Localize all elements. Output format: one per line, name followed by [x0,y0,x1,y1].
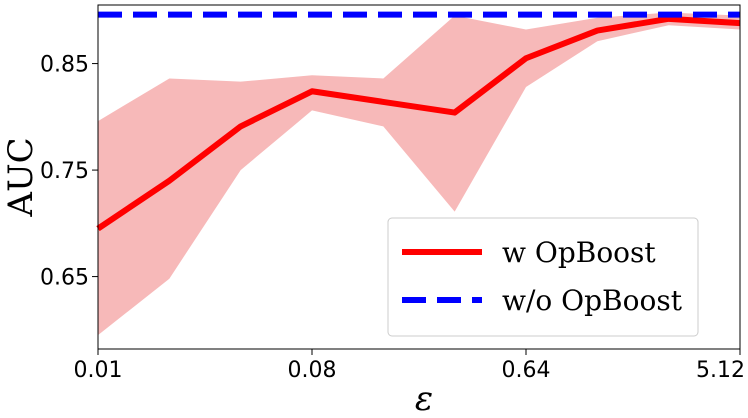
legend-label-w-opboost: w OpBoost [502,236,656,269]
legend-label-wo-opboost: w/o OpBoost [502,284,683,317]
legend: w OpBoost w/o OpBoost [387,217,699,337]
x-tick-label: 0.01 [74,358,123,383]
x-tick-label: 0.64 [502,358,551,383]
bands [98,12,740,336]
y-tick-label: 0.65 [40,266,89,291]
legend-box [387,217,699,337]
plot-frame [97,4,741,350]
lines [96,11,741,232]
ticks: 0.65 0.75 0.85 0.01 0.08 0.64 5.12 [40,53,745,383]
confidence-band-w-opboost [98,12,740,336]
series-line-w-opboost [96,15,741,232]
x-axis-title: ε [415,379,433,418]
y-tick-label: 0.75 [40,159,89,184]
y-tick-label: 0.85 [40,53,89,78]
y-axis-title: AUC [1,137,41,217]
x-tick-label: 5.12 [696,358,745,383]
x-tick-label: 0.08 [288,358,337,383]
